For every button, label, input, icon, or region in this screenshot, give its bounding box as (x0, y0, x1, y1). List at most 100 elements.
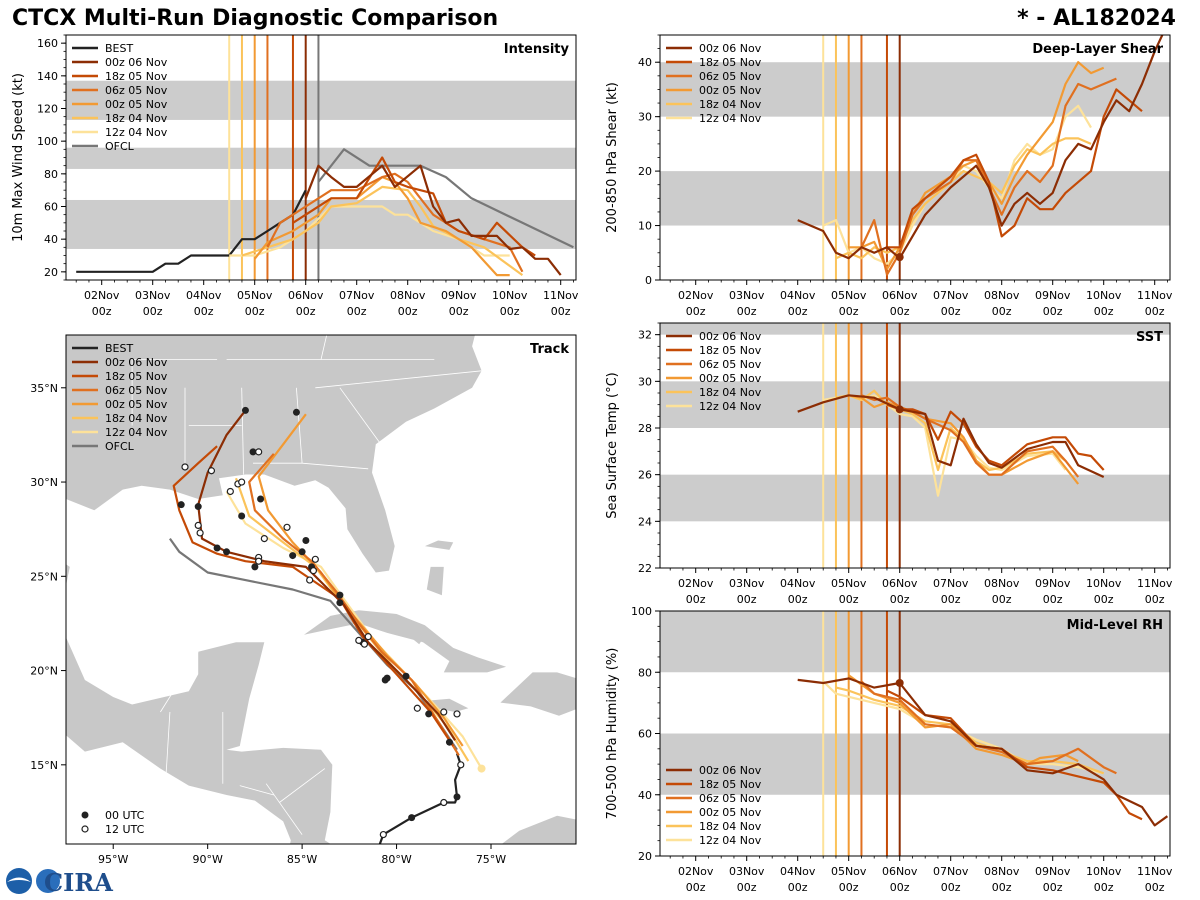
track-marker-00utc (298, 548, 306, 556)
track-marker-12utc (355, 636, 363, 645)
land-united-states (66, 335, 482, 573)
lon-tick-label: 90°W (192, 853, 222, 866)
x-tick-label: 00z (143, 305, 163, 318)
track-line (169, 537, 458, 751)
track-marker-00utc (383, 674, 391, 682)
sst-panel: 22 24 26 28 30 32 02Nov 00z 03Nov 00z 04Nov 00z 05No… (605, 322, 1173, 606)
legend-label: 12z 04 Nov (699, 112, 762, 125)
y-tick-label: 140 (37, 70, 58, 83)
legend-label: 18z 05 Nov (699, 56, 762, 69)
state-border (296, 387, 303, 464)
x-tick-label: 00z (551, 305, 571, 318)
land-hispaniola (500, 672, 576, 716)
y-axis-label: 200-850 hPa Shear (kt) (605, 82, 620, 233)
track-marker-00utc (213, 544, 221, 552)
x-tick-label: 00z (890, 305, 910, 318)
marker-swatch (81, 825, 89, 833)
best-marker (440, 798, 448, 807)
track-start-marker (477, 764, 486, 773)
track-line (172, 445, 455, 747)
x-tick-label: 00z (941, 593, 961, 606)
marker-legend-label: 00 UTC (105, 809, 145, 822)
panel-title: Mid-Level RH (1067, 618, 1163, 633)
track-marker-12utc (364, 633, 372, 641)
track-marker-00utc (177, 501, 185, 509)
x-tick-label: 00z (1094, 881, 1114, 894)
threshold-band (66, 147, 576, 169)
legend-label: 06z 05 Nov (699, 358, 762, 371)
x-tick-label: 00z (992, 305, 1012, 318)
x-tick-label: 00z (839, 881, 859, 894)
track-marker-12utc (238, 478, 246, 486)
x-tick-label: 00z (1094, 593, 1114, 606)
x-tick-label: 00z (194, 305, 214, 318)
legend-label: 12z 04 Nov (105, 426, 168, 439)
threshold-band (660, 62, 1170, 117)
state-border (315, 370, 482, 389)
track-marker-00utc (302, 536, 310, 544)
cira-logo: CIRA (4, 866, 116, 896)
x-tick-label: 08Nov (390, 289, 426, 302)
x-tick-label: 02Nov (84, 289, 120, 302)
lat-tick-label: 35°N (30, 382, 58, 395)
track-marker-12utc (181, 463, 189, 471)
lat-tick-label: 20°N (30, 665, 58, 678)
x-tick-label: 08Nov (984, 577, 1020, 590)
y-tick-label: 22 (638, 562, 652, 575)
x-tick-label: 00z (737, 593, 757, 606)
y-tick-label: 28 (638, 422, 652, 435)
track-marker-00utc (289, 552, 297, 560)
legend-label: 00z 06 Nov (699, 764, 762, 777)
legend-label: 00z 05 Nov (699, 84, 762, 97)
legend-label: 00z 05 Nov (699, 372, 762, 385)
legend-label: 00z 06 Nov (699, 42, 762, 55)
track-marker-12utc (309, 567, 318, 575)
plot-frame (659, 322, 1171, 569)
track-marker-12utc (311, 555, 319, 563)
x-tick-label: 03Nov (729, 865, 765, 878)
track-marker-00utc (336, 599, 344, 607)
track-marker-12utc (260, 534, 268, 543)
track-marker-00utc (223, 548, 231, 556)
x-tick-label: 02Nov (678, 865, 714, 878)
threshold-band (660, 474, 1170, 522)
threshold-band (66, 80, 576, 120)
x-tick-label: 00z (788, 881, 808, 894)
y-tick-label: 100 (631, 605, 652, 618)
legend-label: 00z 05 Nov (105, 98, 168, 111)
shear-plot-area (660, 35, 1170, 280)
track-marker-00utc (336, 591, 344, 599)
x-tick-label: 10Nov (1086, 289, 1122, 302)
x-tick-label: 11Nov (1137, 577, 1173, 590)
x-tick-label: 11Nov (543, 289, 579, 302)
x-tick-label: 06Nov (882, 577, 918, 590)
threshold-band (660, 611, 1170, 673)
x-tick-label: 00z (788, 305, 808, 318)
rh-plot-area (660, 611, 1170, 856)
track-marker-00utc (445, 738, 453, 746)
x-tick-label: 08Nov (984, 865, 1020, 878)
track-marker-00utc (238, 512, 246, 520)
init-marker (895, 253, 904, 262)
legend-label: BEST (105, 342, 133, 355)
legend-label: 18z 05 Nov (699, 344, 762, 357)
land-bahamas (426, 566, 444, 596)
track-marker-00utc (402, 672, 410, 680)
track-marker-12utc (194, 521, 202, 530)
x-tick-label: 00z (1145, 593, 1165, 606)
legend-label: 18z 04 Nov (105, 412, 168, 425)
track-marker-12utc (255, 557, 263, 565)
series-line (797, 394, 1105, 478)
intensity-plot-area (66, 35, 576, 280)
lat-tick-label: 25°N (30, 570, 58, 583)
x-tick-label: 10Nov (1086, 865, 1122, 878)
legend-label: OFCL (105, 440, 135, 453)
legend-label: 06z 05 Nov (105, 84, 168, 97)
x-tick-label: 00z (1043, 593, 1063, 606)
series-line (317, 148, 574, 249)
track-marker-00utc (194, 503, 202, 511)
series-line (76, 189, 307, 273)
state-border (320, 335, 328, 360)
x-tick-label: 00z (500, 305, 520, 318)
